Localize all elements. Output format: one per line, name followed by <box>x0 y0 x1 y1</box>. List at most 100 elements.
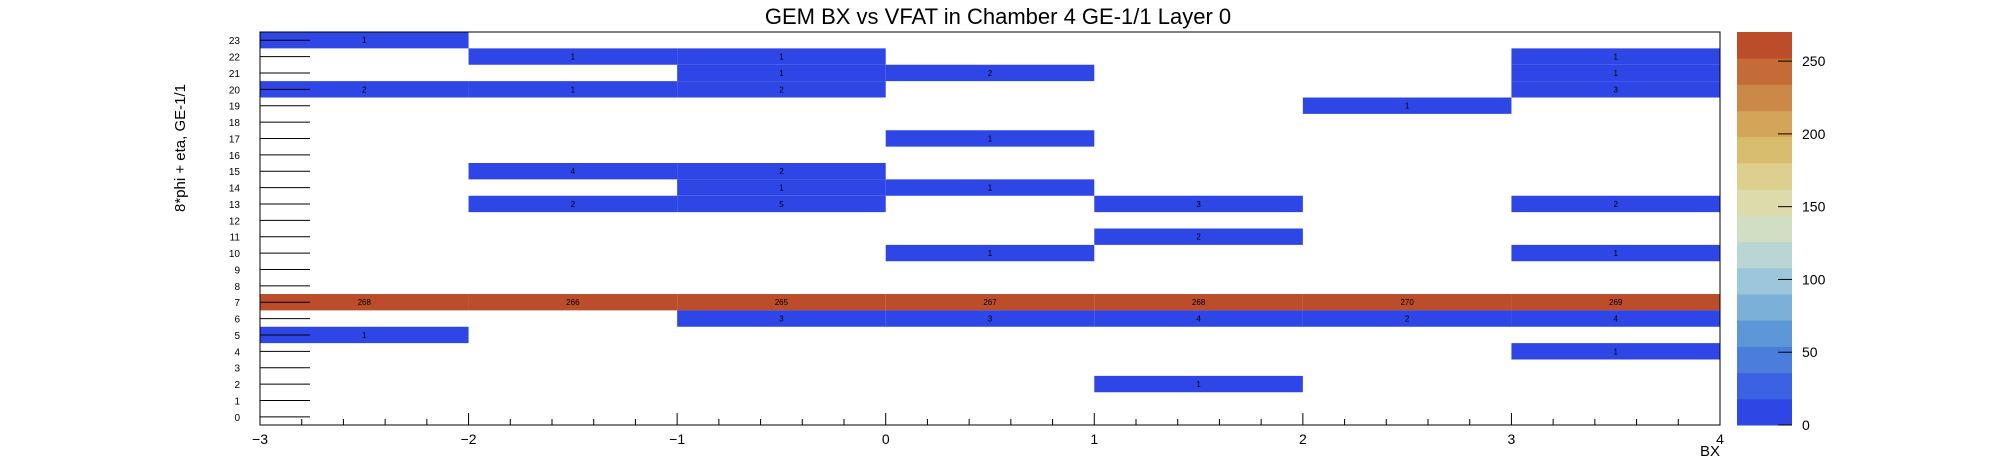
heatmap-cell <box>260 326 469 344</box>
cell-value-label: 266 <box>566 298 580 307</box>
cell-value-label: 1 <box>1613 347 1618 356</box>
cell-value-label: 4 <box>571 167 576 176</box>
heatmap-cell <box>1511 244 1720 262</box>
heatmap-cell <box>1302 97 1512 114</box>
heatmap-cell <box>677 310 886 327</box>
cell-value-label: 1 <box>1613 69 1618 78</box>
heatmap-cell <box>468 48 678 65</box>
cell-value-label: 2 <box>1613 200 1618 209</box>
y-tick-label: 15 <box>229 167 241 178</box>
x-tick-label: 4 <box>1716 431 1724 447</box>
y-tick-label: 11 <box>230 233 241 244</box>
color-scale-segment <box>1737 136 1792 164</box>
color-scale-segment <box>1737 320 1792 347</box>
y-tick-label: 14 <box>229 184 241 195</box>
cell-value-label: 1 <box>779 53 784 62</box>
y-tick-label: 16 <box>229 151 241 162</box>
cell-value-label: 265 <box>775 298 789 307</box>
color-scale-segment <box>1737 267 1792 295</box>
heatmap-cell <box>260 81 469 98</box>
heatmap-cell <box>1094 375 1303 393</box>
cell-value-label: 1 <box>988 249 993 258</box>
color-scale-segment <box>1737 58 1792 85</box>
y-tick-label: 2 <box>234 380 240 391</box>
x-tick-label: −3 <box>252 431 268 447</box>
heatmap-cell <box>1511 343 1720 360</box>
heatmap-cell <box>677 179 886 196</box>
x-tick-label: 1 <box>1090 431 1098 447</box>
heatmap-cell <box>468 163 678 180</box>
cell-value-label: 2 <box>988 69 993 78</box>
cell-value-label: 2 <box>779 85 784 94</box>
heatmap-cell <box>1511 64 1720 82</box>
color-scale-segment <box>1737 294 1792 321</box>
heatmap-cell <box>885 179 1095 196</box>
y-tick-label: 19 <box>229 102 241 113</box>
heatmap-cell <box>1094 310 1303 327</box>
heatmap-cell <box>677 48 886 65</box>
cell-value-label: 1 <box>1613 249 1618 258</box>
plot-frame <box>259 31 1721 426</box>
cell-value-label: 4 <box>1613 315 1618 324</box>
cell-value-label: 270 <box>1400 298 1414 307</box>
cell-value-label: 1 <box>571 53 576 62</box>
heatmap-cell <box>885 64 1095 82</box>
heatmap-cell <box>1511 310 1720 327</box>
cell-value-label: 268 <box>1192 298 1206 307</box>
cell-value-label: 1 <box>1196 380 1201 389</box>
y-tick-label: 9 <box>234 265 240 276</box>
cell-value-label: 3 <box>988 315 993 324</box>
chart-title: GEM BX vs VFAT in Chamber 4 GE-1/1 Layer… <box>765 4 1231 29</box>
y-tick-label: 10 <box>229 249 241 260</box>
heatmap-cell <box>260 32 469 49</box>
color-scale-segment <box>1737 398 1792 426</box>
color-scale-segment <box>1737 346 1792 374</box>
cell-value-label: 2 <box>362 85 367 94</box>
heatmap-cell <box>885 244 1095 262</box>
heatmap-cell <box>677 81 886 98</box>
x-tick-label: 0 <box>882 431 890 447</box>
y-tick-label: 23 <box>229 36 241 47</box>
heatmap-cell <box>885 294 1095 311</box>
heatmap-cell <box>468 195 678 213</box>
cell-value-label: 2 <box>571 200 576 209</box>
x-tick-label: −2 <box>461 431 477 447</box>
x-axis-title: BX <box>1700 443 1720 460</box>
cell-value-label: 1 <box>1405 102 1410 111</box>
y-tick-label: 8 <box>234 282 240 293</box>
heatmap-cell <box>677 294 886 311</box>
heatmap-cell <box>885 310 1095 327</box>
color-scale-segment <box>1737 84 1792 112</box>
heatmap-cell <box>260 294 469 311</box>
y-axis-title: 8*phi + eta, GE-1/1 <box>172 84 189 212</box>
y-tick-label: 3 <box>234 364 240 375</box>
heatmap-cell <box>1511 294 1720 311</box>
x-axis-ticks: −3 −2 −1 0 1 2 3 4 <box>252 413 1724 447</box>
heatmap-cell <box>1302 294 1512 311</box>
cell-value-label: 1 <box>988 134 993 143</box>
cell-value-label: 3 <box>1196 200 1201 209</box>
color-scale-segment <box>1737 110 1792 138</box>
y-tick-label: 1 <box>234 396 240 407</box>
heatmap-cell <box>1302 310 1512 327</box>
y-tick-label: 6 <box>234 315 240 326</box>
color-scale-segment <box>1737 215 1792 243</box>
heatmap-cell <box>1511 48 1720 65</box>
cell-value-label: 1 <box>362 331 367 340</box>
cell-value-label: 268 <box>358 298 372 307</box>
z-tick-label: 50 <box>1802 344 1818 360</box>
cell-value-label: 2 <box>1196 233 1201 242</box>
cell-value-label: 3 <box>1613 85 1618 94</box>
cell-value-label: 1 <box>779 184 784 193</box>
color-scale: 0 50 100 150 200 250 <box>1737 32 1826 433</box>
color-scale-segment <box>1737 189 1792 216</box>
y-tick-label: 21 <box>229 69 241 80</box>
cell-value-label: 3 <box>779 315 784 324</box>
y-tick-label: 13 <box>229 200 241 211</box>
cell-value-label: 1 <box>779 69 784 78</box>
y-tick-label: 0 <box>234 413 240 424</box>
x-tick-label: 2 <box>1299 431 1307 447</box>
x-tick-label: 3 <box>1508 431 1516 447</box>
y-tick-label: 12 <box>229 216 241 227</box>
